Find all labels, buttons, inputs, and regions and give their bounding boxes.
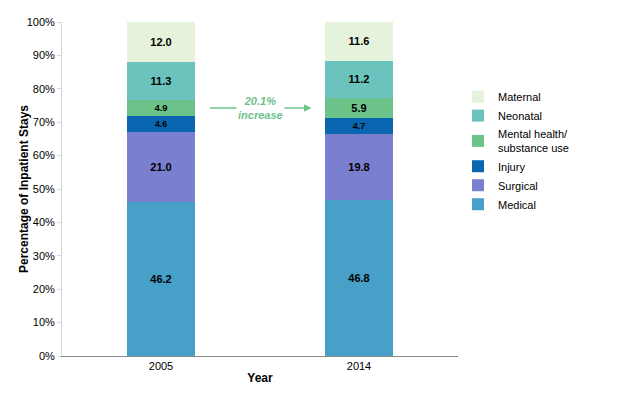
svg-text:90%: 90% [33, 49, 55, 61]
svg-text:46.8: 46.8 [348, 272, 369, 284]
svg-text:11.2: 11.2 [349, 73, 370, 85]
svg-text:100%: 100% [27, 16, 55, 28]
svg-text:4.6: 4.6 [155, 119, 167, 129]
svg-text:20%: 20% [33, 283, 55, 295]
svg-text:21.0: 21.0 [150, 161, 171, 173]
svg-text:Year: Year [247, 371, 273, 385]
svg-text:60%: 60% [33, 149, 55, 161]
svg-text:50%: 50% [33, 183, 55, 195]
svg-text:0%: 0% [39, 350, 55, 362]
svg-text:46.2: 46.2 [150, 273, 171, 285]
svg-text:10%: 10% [33, 316, 55, 328]
svg-text:19.8: 19.8 [348, 161, 369, 173]
svg-text:Maternal: Maternal [498, 91, 541, 103]
svg-text:40%: 40% [33, 216, 55, 228]
svg-text:11.3: 11.3 [151, 75, 172, 87]
svg-text:Mental health/substance use: Mental health/substance use [498, 128, 569, 154]
svg-text:Surgical: Surgical [498, 180, 538, 192]
svg-text:20.1%increase: 20.1%increase [238, 95, 283, 121]
svg-text:11.6: 11.6 [349, 35, 370, 47]
svg-text:Medical: Medical [498, 199, 536, 211]
svg-text:Neonatal: Neonatal [498, 110, 542, 122]
svg-text:5.9: 5.9 [351, 102, 366, 114]
svg-text:Injury: Injury [498, 161, 525, 173]
svg-text:80%: 80% [33, 83, 55, 95]
svg-text:4.9: 4.9 [154, 102, 167, 113]
svg-text:12.0: 12.0 [150, 36, 171, 48]
svg-text:4.7: 4.7 [353, 121, 365, 131]
svg-text:30%: 30% [33, 250, 55, 262]
svg-text:70%: 70% [33, 116, 55, 128]
svg-text:Percentage of Inpatient Stays: Percentage of Inpatient Stays [17, 105, 31, 273]
svg-text:2014: 2014 [347, 360, 371, 372]
svg-text:2005: 2005 [149, 360, 173, 372]
